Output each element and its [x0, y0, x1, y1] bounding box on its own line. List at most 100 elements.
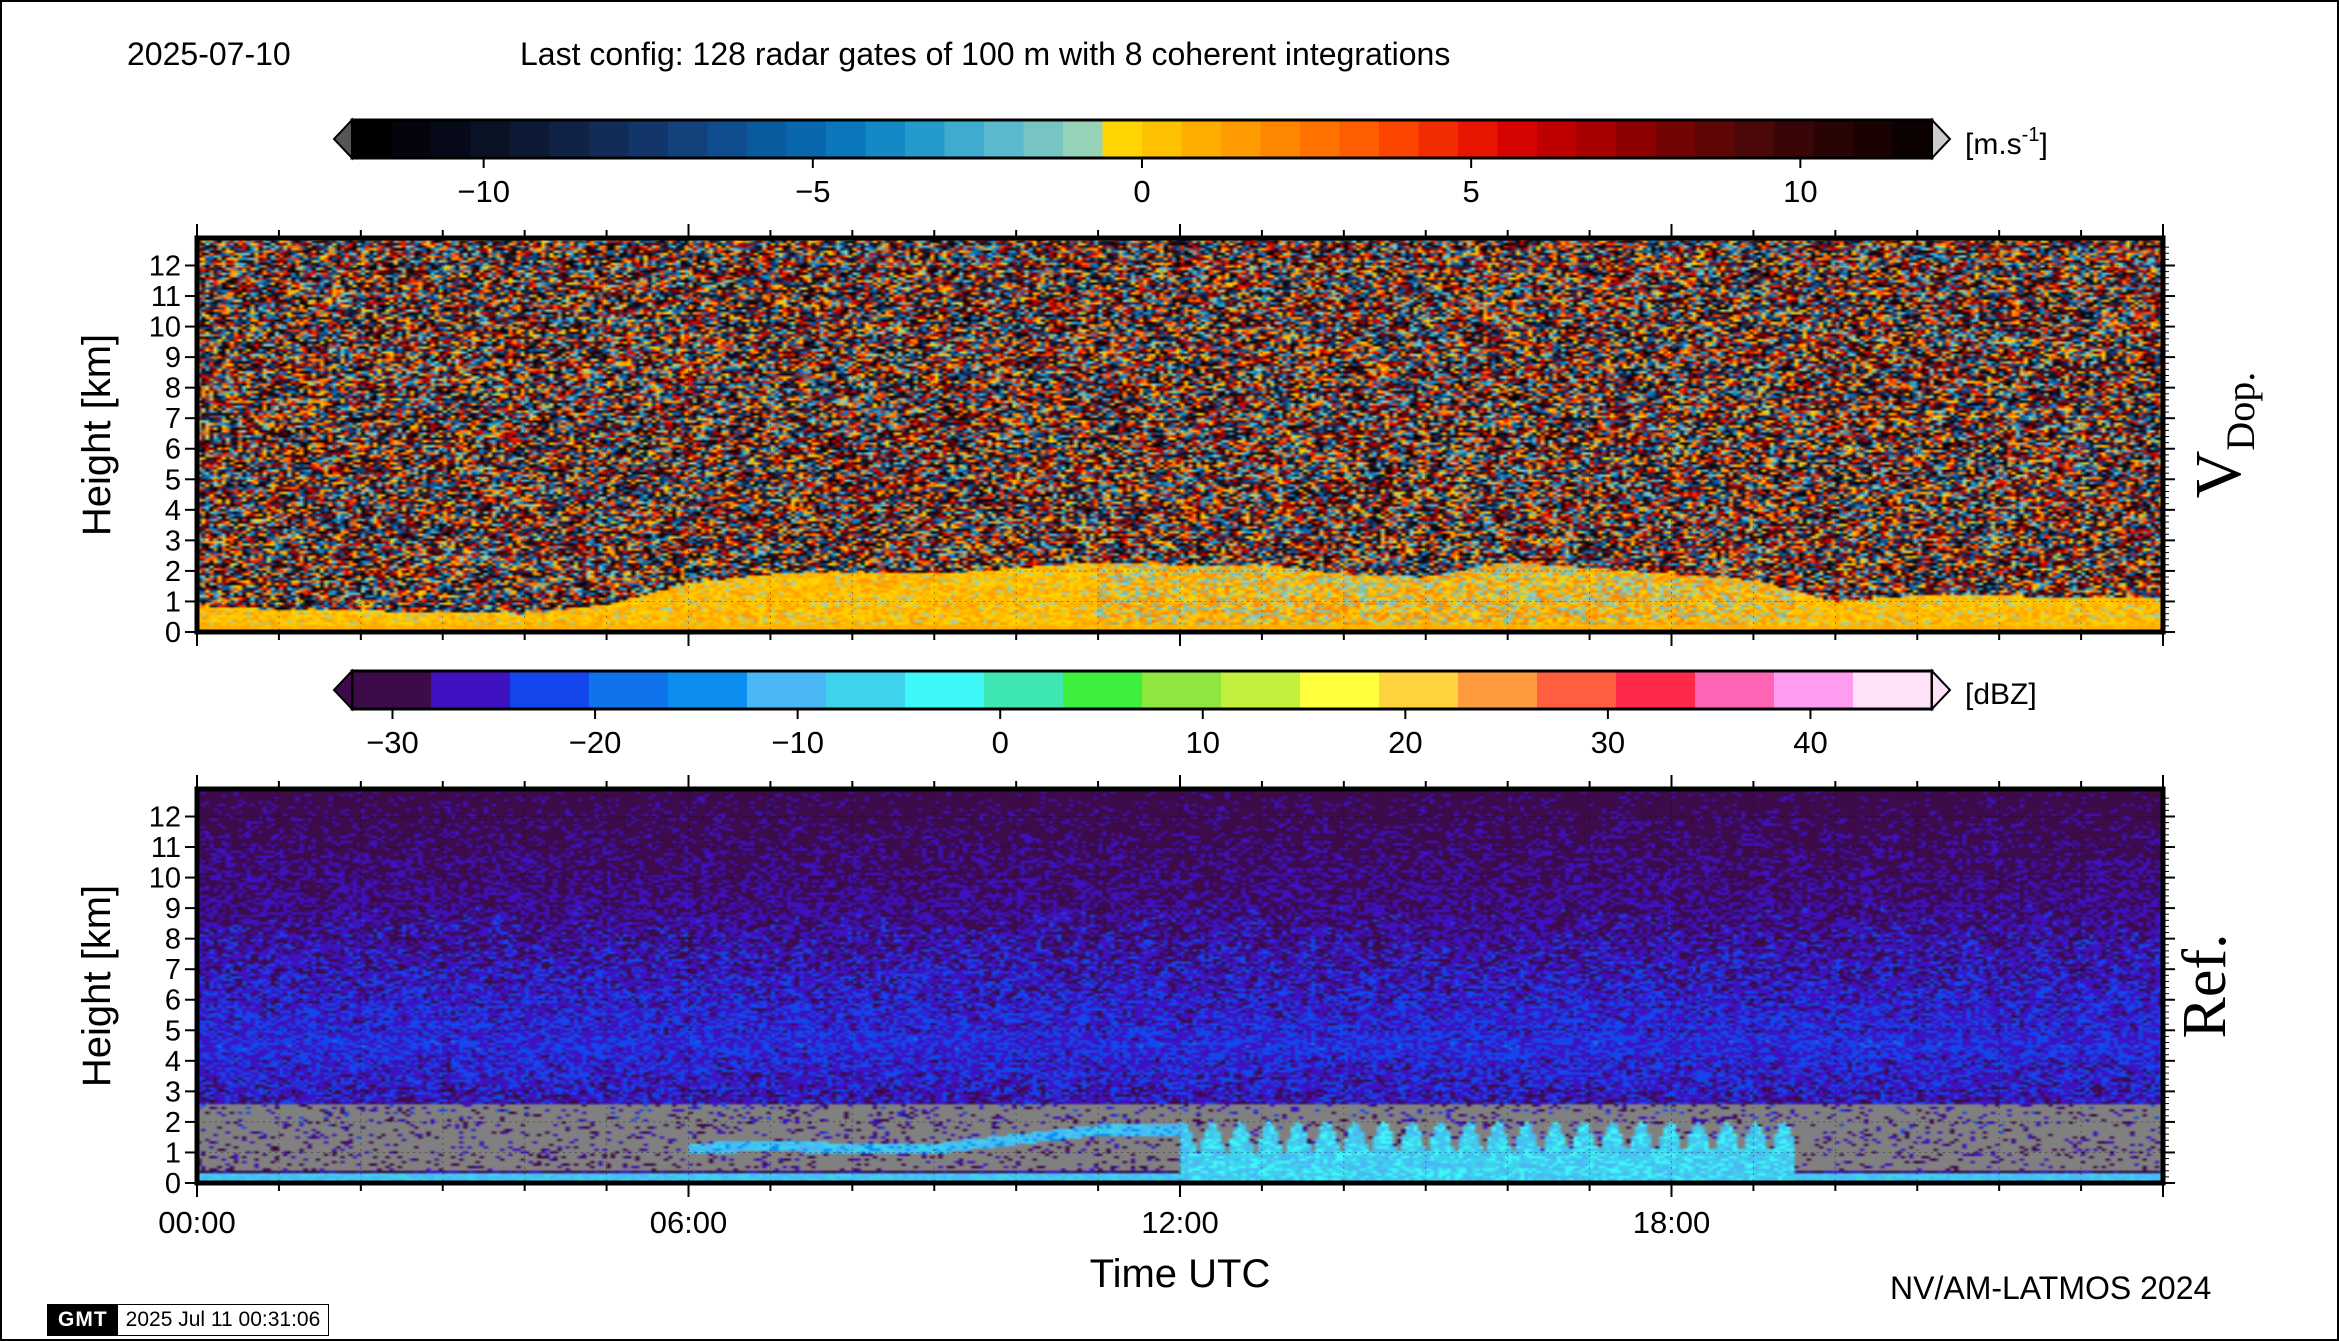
colorbar-swatch	[352, 120, 392, 158]
x-tick-label: 06:00	[650, 1205, 728, 1240]
colorbar-swatch	[984, 671, 1064, 709]
reflectivity-unit: [dBZ]	[1965, 678, 2037, 711]
colorbar-arrow-right	[1932, 120, 1950, 158]
y-tick-label: 12	[149, 250, 181, 282]
colorbar-swatch	[1063, 120, 1103, 158]
velocity-colorbar: −10 −5 0 5 10	[334, 120, 1950, 209]
colorbar-swatch	[1379, 671, 1459, 709]
colorbar-swatch	[708, 120, 748, 158]
y-tick-label: 11	[151, 281, 181, 313]
colorbar-swatch	[1774, 671, 1854, 709]
colorbar-swatch	[1300, 671, 1380, 709]
y-tick-label: 7	[165, 954, 181, 986]
colorbar-swatch	[1853, 671, 1933, 709]
colorbar-tick-label: 5	[1463, 174, 1480, 209]
y-tick-label: 3	[165, 525, 181, 557]
y-tick-label: 1	[165, 586, 181, 618]
colorbar-swatch	[589, 671, 669, 709]
colorbar-swatch	[392, 120, 432, 158]
y-tick-label: 9	[165, 893, 181, 925]
y-tick-label: 10	[149, 863, 181, 895]
colorbar-swatch	[1537, 120, 1577, 158]
y-tick-label: 5	[165, 1015, 181, 1047]
colorbar-swatch	[352, 671, 432, 709]
colorbar-swatch	[510, 671, 590, 709]
colorbar-swatch	[747, 120, 787, 158]
colorbar-swatch	[1735, 120, 1775, 158]
colorbar-tick-label: −10	[457, 174, 510, 209]
colorbar-swatch	[1182, 120, 1222, 158]
x-tick-label: 00:00	[158, 1205, 236, 1240]
time-axis-label: Time UTC	[1090, 1252, 1271, 1296]
colorbar-swatch	[905, 671, 985, 709]
velocity-side-label: VDop.	[2182, 372, 2263, 499]
colorbar-swatch	[1695, 120, 1735, 158]
colorbar-swatch	[1379, 120, 1419, 158]
colorbar-swatch	[1419, 120, 1459, 158]
colorbar-swatch	[826, 120, 866, 158]
colorbar-swatch	[1458, 671, 1538, 709]
colorbar-swatch	[1024, 120, 1064, 158]
colorbar-swatch	[826, 671, 906, 709]
colorbar-tick-label: −20	[569, 725, 622, 760]
colorbar-swatch	[1103, 120, 1143, 158]
colorbar-swatch	[1656, 120, 1696, 158]
colorbar-swatch	[984, 120, 1024, 158]
colorbar-tick-label: 0	[1133, 174, 1150, 209]
colorbar-tick-label: 30	[1591, 725, 1625, 760]
y-tick-label: 5	[165, 464, 181, 496]
colorbar-swatch	[668, 671, 748, 709]
colorbar-swatch	[1340, 120, 1380, 158]
y-tick-label: 7	[165, 403, 181, 435]
colorbar-tick-label: −10	[771, 725, 824, 760]
colorbar-tick-label: −5	[795, 174, 830, 209]
colorbar-swatch	[1774, 120, 1814, 158]
reflectivity-panel: 012345678910111200:00 06:00 12:00 18:00 Hei…	[75, 775, 2239, 1296]
colorbar-swatch	[431, 671, 511, 709]
colorbar-swatch	[1261, 120, 1301, 158]
colorbar-swatch	[945, 120, 985, 158]
colorbar-swatch	[1498, 120, 1538, 158]
colorbar-swatch	[866, 120, 906, 158]
colorbar-swatch	[1616, 671, 1696, 709]
y-tick-label: 10	[149, 312, 181, 344]
colorbar-swatch	[1577, 120, 1617, 158]
colorbar-swatch	[1814, 120, 1854, 158]
colorbar-tick-label: −30	[366, 725, 419, 760]
y-tick-label: 9	[165, 342, 181, 374]
colorbar-swatch	[1300, 120, 1340, 158]
colorbar-swatch	[1142, 671, 1222, 709]
colorbar-tick-label: 20	[1388, 725, 1422, 760]
y-tick-label: 12	[149, 801, 181, 833]
colorbar-swatch	[1458, 120, 1498, 158]
velocity-unit: [m.s-1]	[1965, 124, 2048, 161]
colorbar-tick-label: 40	[1793, 725, 1827, 760]
colorbar-arrow-left	[334, 120, 352, 158]
colorbar-tick-label: 10	[1186, 725, 1220, 760]
colorbar-arrow-right	[1932, 671, 1950, 709]
velocity-heatmap	[197, 238, 2163, 632]
colorbar-swatch	[1616, 120, 1656, 158]
colorbar-tick-label: 0	[992, 725, 1009, 760]
colorbar-swatch	[1063, 671, 1143, 709]
x-tick-label: 12:00	[1141, 1205, 1219, 1240]
colorbar-swatch	[1695, 671, 1775, 709]
colorbar-swatch	[510, 120, 550, 158]
colorbar-swatch	[550, 120, 590, 158]
colorbar-swatch	[471, 120, 511, 158]
y-tick-label: 3	[165, 1076, 181, 1108]
y-tick-label: 11	[151, 832, 181, 864]
velocity-ylabel: Height [km]	[75, 334, 119, 536]
y-tick-label: 6	[165, 434, 181, 466]
y-tick-label: 6	[165, 985, 181, 1017]
y-tick-label: 8	[165, 924, 181, 956]
y-tick-label: 4	[165, 1046, 181, 1078]
x-tick-label: 18:00	[1633, 1205, 1711, 1240]
colorbar-tick-label: 10	[1783, 174, 1817, 209]
colorbar-swatch	[1893, 120, 1933, 158]
reflectivity-heatmap	[197, 789, 2163, 1183]
y-tick-label: 4	[165, 495, 181, 527]
y-tick-label: 8	[165, 373, 181, 405]
colorbar-swatch	[1853, 120, 1893, 158]
